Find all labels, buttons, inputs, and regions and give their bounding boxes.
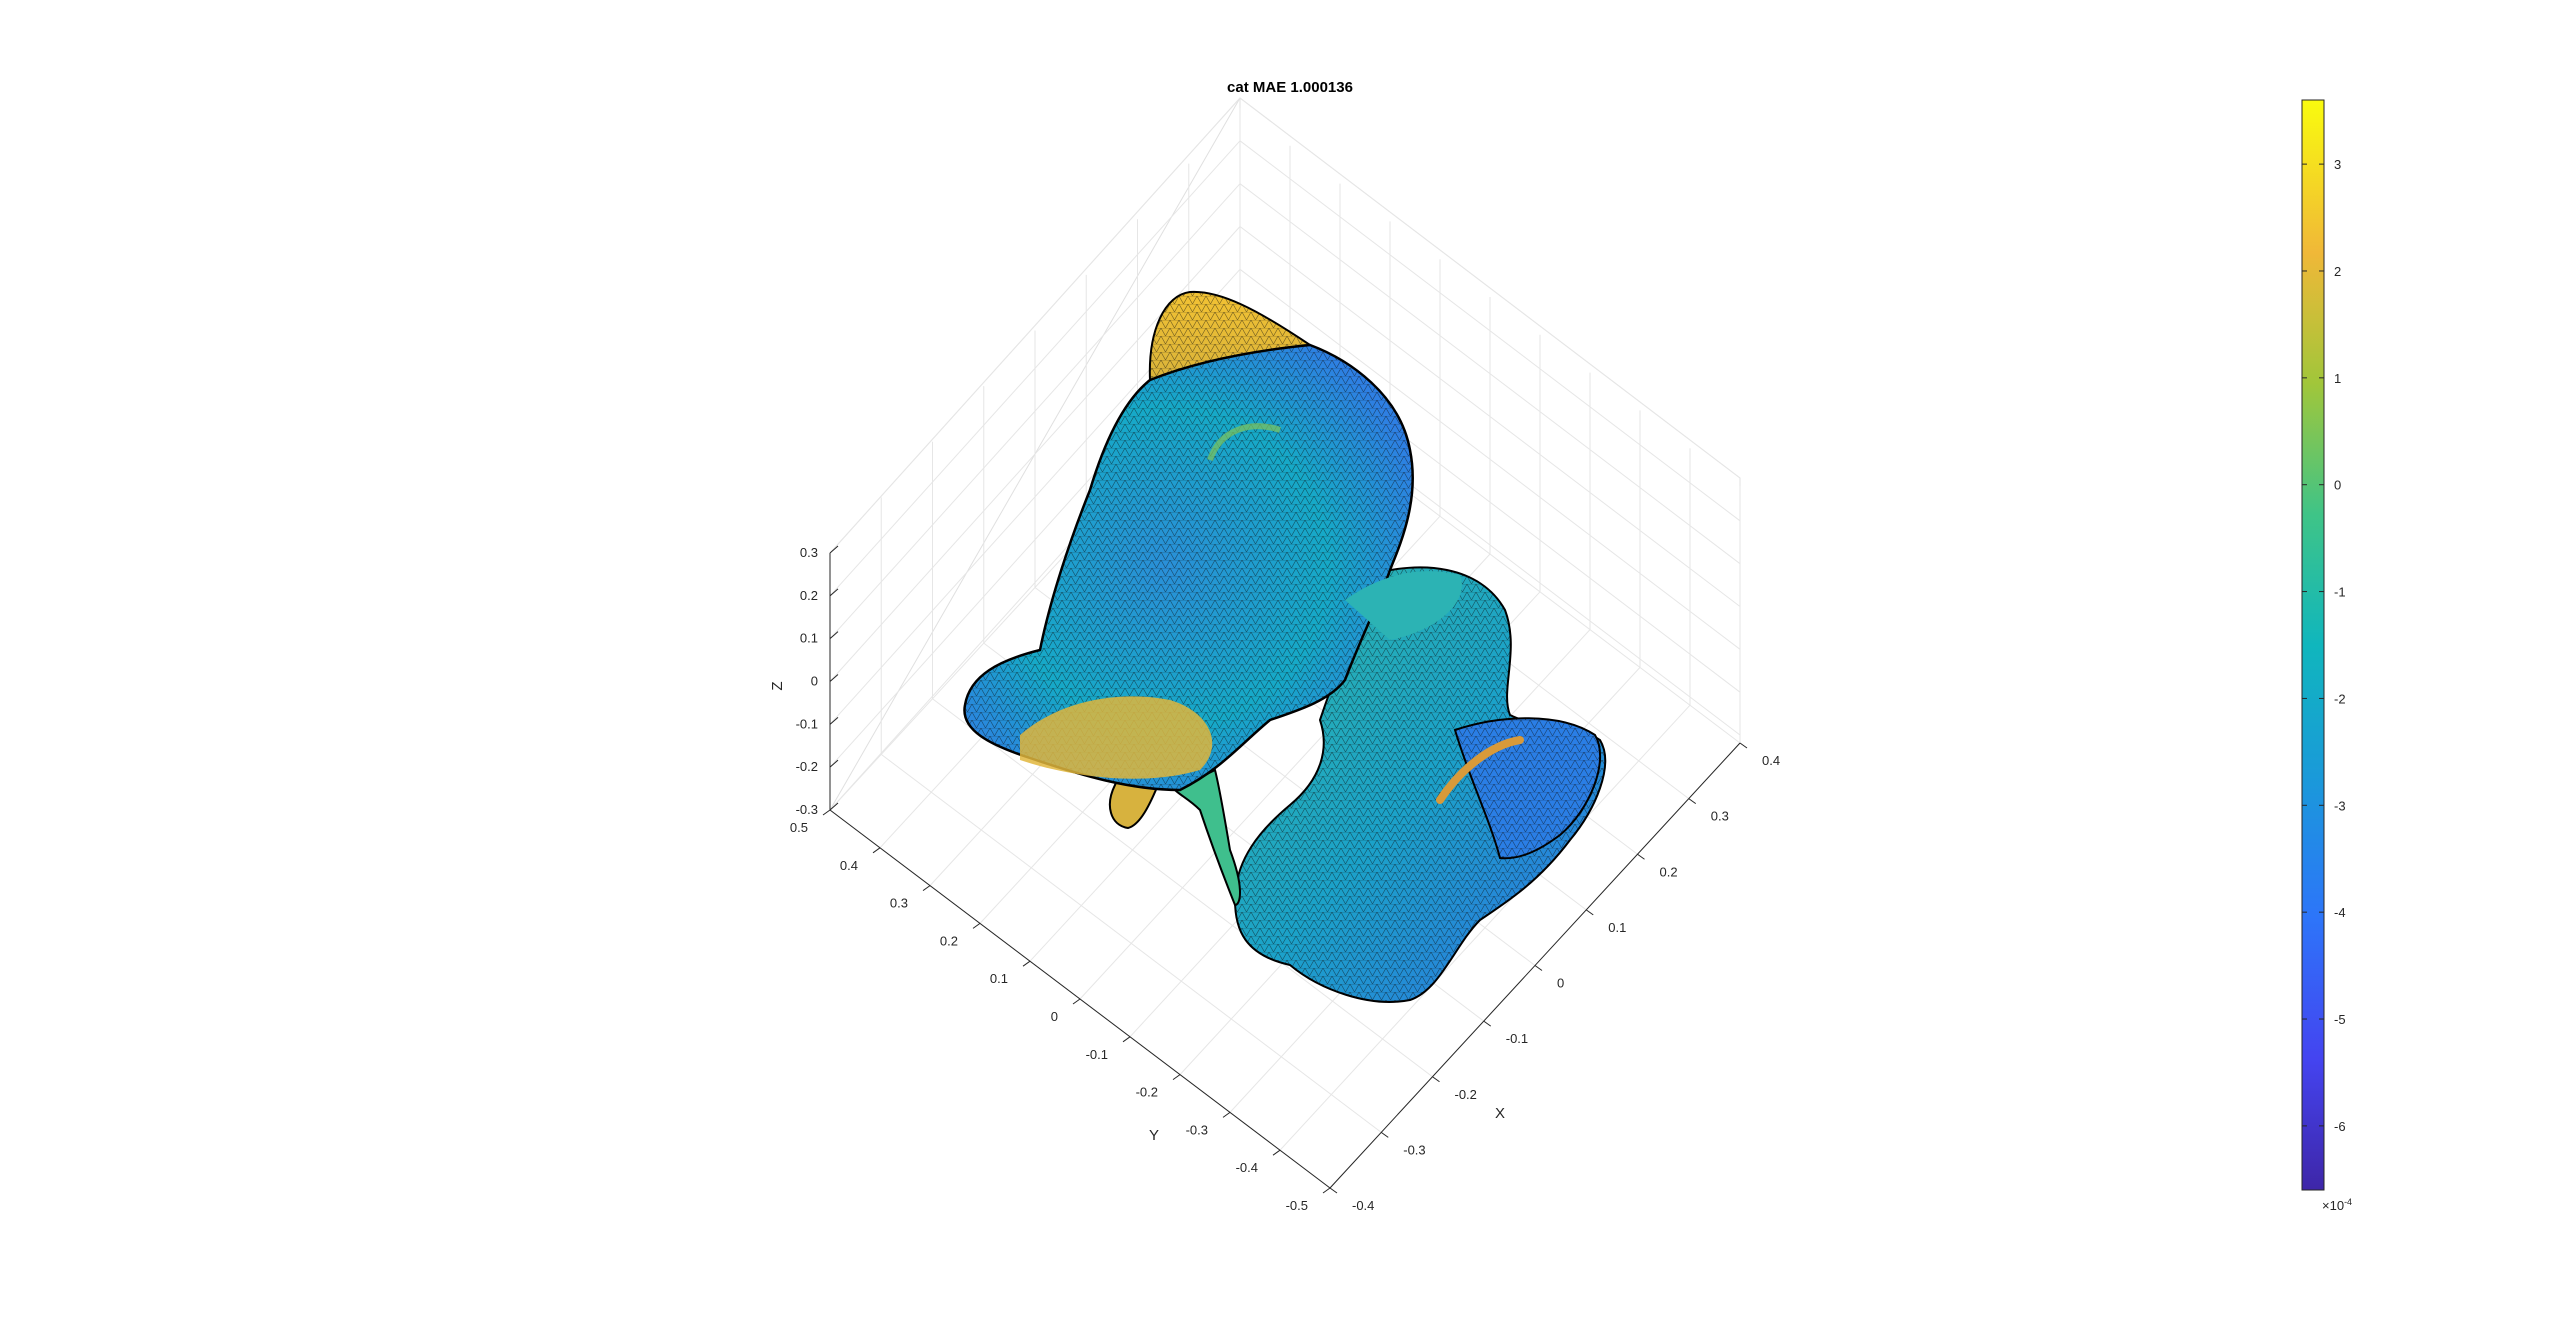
tail-ridge (1436, 736, 1524, 804)
colorbar-tick-label: 1 (2334, 371, 2341, 386)
z-tick-label: 0.1 (800, 631, 818, 646)
y-tick-label: -0.4 (1236, 1160, 1258, 1175)
y-tick (1172, 1074, 1181, 1081)
tick-labels: -0.5 -0.4 -0.3 -0.2 -0.1 0 0.1 0.2 0.3 0.4 0.5 -0.4… (790, 545, 1780, 1213)
y-tick-label: 0.3 (890, 896, 908, 911)
x-tick-label: -0.4 (1352, 1198, 1374, 1213)
colorbar-tick-label: -2 (2334, 691, 2346, 706)
x-tick (1329, 1187, 1338, 1194)
grid-line-z-right (1239, 183, 1741, 565)
x-tick (1534, 965, 1543, 971)
y-tick-label: 0 (1051, 1009, 1058, 1024)
colorbar-gradient (2301, 99, 2325, 1191)
x-tick (1380, 1131, 1389, 1138)
chart-title: cat MAE 1.000136 (1227, 79, 1353, 96)
z-tick (829, 674, 839, 682)
x-tick (1483, 1020, 1492, 1027)
z-tick-label: 0.3 (800, 545, 818, 560)
x-tick (1585, 909, 1594, 916)
x-tick (1432, 1076, 1440, 1083)
x-tick-label: -0.2 (1455, 1087, 1477, 1102)
grid-line-x (880, 753, 1382, 1133)
x-axis-label: X (1495, 1105, 1505, 1122)
y-tick-label: 0.4 (840, 858, 858, 873)
z-tick-label: 0.2 (800, 588, 818, 603)
cat-leg (1173, 768, 1241, 907)
colorbar-exponent: ×10-4 (2322, 1197, 2352, 1213)
y-tick-label: 0.1 (990, 971, 1008, 986)
y-tick (1022, 960, 1031, 967)
x-tick-label: 0.4 (1762, 753, 1780, 768)
colorbar-tick-label: 0 (2334, 478, 2341, 493)
y-tick (972, 922, 981, 929)
grid-line-z-right (1239, 140, 1741, 522)
colorbar-tick-label: -6 (2334, 1119, 2346, 1134)
grid-line-z-right (1239, 268, 1741, 650)
y-tick (1322, 1187, 1331, 1194)
colorbar-tick-label: -4 (2334, 905, 2346, 920)
grid-line-z-right (1239, 97, 1741, 479)
z-tick (829, 631, 839, 640)
colorbar-tick-label: -1 (2334, 585, 2346, 600)
z-axis-label: Z (769, 681, 786, 690)
cat-surface (963, 290, 1607, 1003)
z-tick (829, 545, 839, 554)
x-tick (1739, 742, 1748, 749)
grid-line-z (829, 183, 1241, 640)
y-tick-label: -0.3 (1186, 1122, 1208, 1137)
z-tick-label: -0.1 (796, 716, 818, 731)
colorbar-tick-label: 3 (2334, 157, 2341, 172)
y-tick (872, 847, 881, 854)
colorbar-tick-label: -3 (2334, 798, 2346, 813)
z-tick (829, 716, 839, 725)
y-tick (1122, 1036, 1131, 1043)
colorbar-ticks: 3 2 1 0 -1 -2 -3 -4 -5 -6 (2302, 157, 2346, 1134)
tick-marks (822, 545, 1748, 1194)
x-tick-label: 0.2 (1660, 864, 1678, 879)
y-tick-label: -0.1 (1086, 1047, 1108, 1062)
y-tick-label: 0.5 (790, 820, 808, 835)
z-tick-label: -0.3 (796, 802, 818, 817)
grid-line-x (932, 698, 1433, 1078)
grid-line-z-right (1239, 226, 1741, 607)
y-tick (822, 809, 831, 816)
z-tick-label: 0 (811, 674, 818, 689)
grid-line-z (829, 97, 1241, 554)
z-tick-label: -0.2 (796, 759, 818, 774)
y-tick (922, 885, 931, 892)
x-tick-label: -0.3 (1403, 1142, 1425, 1157)
colorbar-tick-label: 2 (2334, 264, 2341, 279)
cat-neck (1345, 571, 1462, 640)
x-tick-label: 0.1 (1608, 920, 1626, 935)
y-axis-label: Y (1149, 1127, 1159, 1144)
x-tick-label: 0.3 (1711, 809, 1729, 824)
grid-line-z (829, 140, 1241, 597)
z-tick (829, 588, 839, 597)
y-tick-label: -0.5 (1286, 1198, 1308, 1213)
z-tick (829, 759, 839, 768)
y-tick (1222, 1111, 1231, 1118)
cat-cheek (1020, 696, 1213, 779)
colorbar: 3 2 1 0 -1 -2 -3 -4 -5 -6 ×10-4 (2301, 99, 2352, 1213)
x-tick (1688, 798, 1697, 805)
x-tick-label: -0.1 (1506, 1031, 1528, 1046)
x-tick-label: 0 (1557, 976, 1564, 991)
y-tick (1272, 1149, 1281, 1156)
z-tick (829, 802, 839, 811)
x-tick (1637, 853, 1645, 860)
colorbar-tick-label: -5 (2334, 1012, 2346, 1027)
y-tick (1072, 998, 1081, 1005)
y-tick-label: -0.2 (1136, 1085, 1158, 1100)
y-tick-label: 0.2 (940, 933, 958, 948)
